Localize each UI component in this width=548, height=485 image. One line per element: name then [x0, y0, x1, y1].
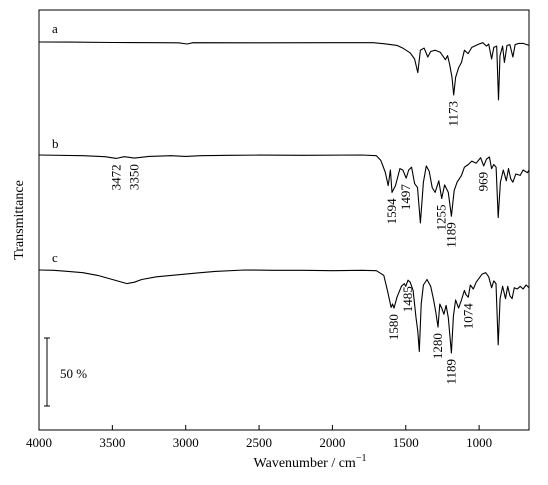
peak-label-c-1580: 1580	[386, 314, 401, 340]
x-tick-label-3500: 3500	[99, 435, 125, 450]
spectrum-b	[38, 154, 530, 224]
peak-label-b-3472: 3472	[109, 164, 124, 190]
x-tick-label-4000: 4000	[26, 435, 52, 450]
scale-bar-label: 50 %	[60, 366, 87, 381]
x-tick-label-2500: 2500	[246, 435, 272, 450]
peak-label-b-1594: 1594	[384, 198, 399, 225]
peak-label-c-1280: 1280	[430, 333, 445, 359]
peak-label-b-1255: 1255	[434, 205, 449, 231]
peak-label-b-3350: 3350	[126, 164, 141, 190]
peak-label-a-1173: 1173	[446, 101, 461, 127]
y-axis-label: Transmittance	[12, 180, 27, 260]
x-axis-label: Wavenumber / cm−1	[254, 453, 367, 471]
x-axis-label-text: Wavenumber / cm	[254, 456, 356, 471]
peak-label-c-1485: 1485	[400, 286, 415, 312]
peak-label-c-1074: 1074	[460, 303, 475, 330]
peak-label-c-1189: 1189	[443, 359, 458, 385]
x-axis-tick-labels: 4000 3500 3000 2500 2000 1500 1000	[26, 435, 492, 450]
scale-bar: 50 %	[44, 337, 87, 407]
peak-label-b-1497: 1497	[398, 184, 413, 211]
series-labels: a b c	[52, 21, 59, 265]
x-tick-label-1000: 1000	[466, 435, 492, 450]
plot-frame	[38, 9, 530, 431]
x-axis-ticks	[38, 425, 480, 430]
series-label-a: a	[52, 21, 58, 36]
spectrum-a	[38, 41, 530, 101]
x-tick-label-3000: 3000	[173, 435, 199, 450]
series-label-c: c	[52, 250, 58, 265]
x-axis-label-sup: −1	[356, 453, 367, 464]
peak-label-b-969: 969	[476, 172, 491, 192]
series-label-b: b	[52, 136, 59, 151]
spectrum-c	[38, 269, 530, 354]
x-tick-label-1500: 1500	[393, 435, 419, 450]
peak-label-b-1189: 1189	[443, 222, 458, 248]
x-tick-label-2000: 2000	[319, 435, 345, 450]
spectra-group	[38, 41, 530, 354]
